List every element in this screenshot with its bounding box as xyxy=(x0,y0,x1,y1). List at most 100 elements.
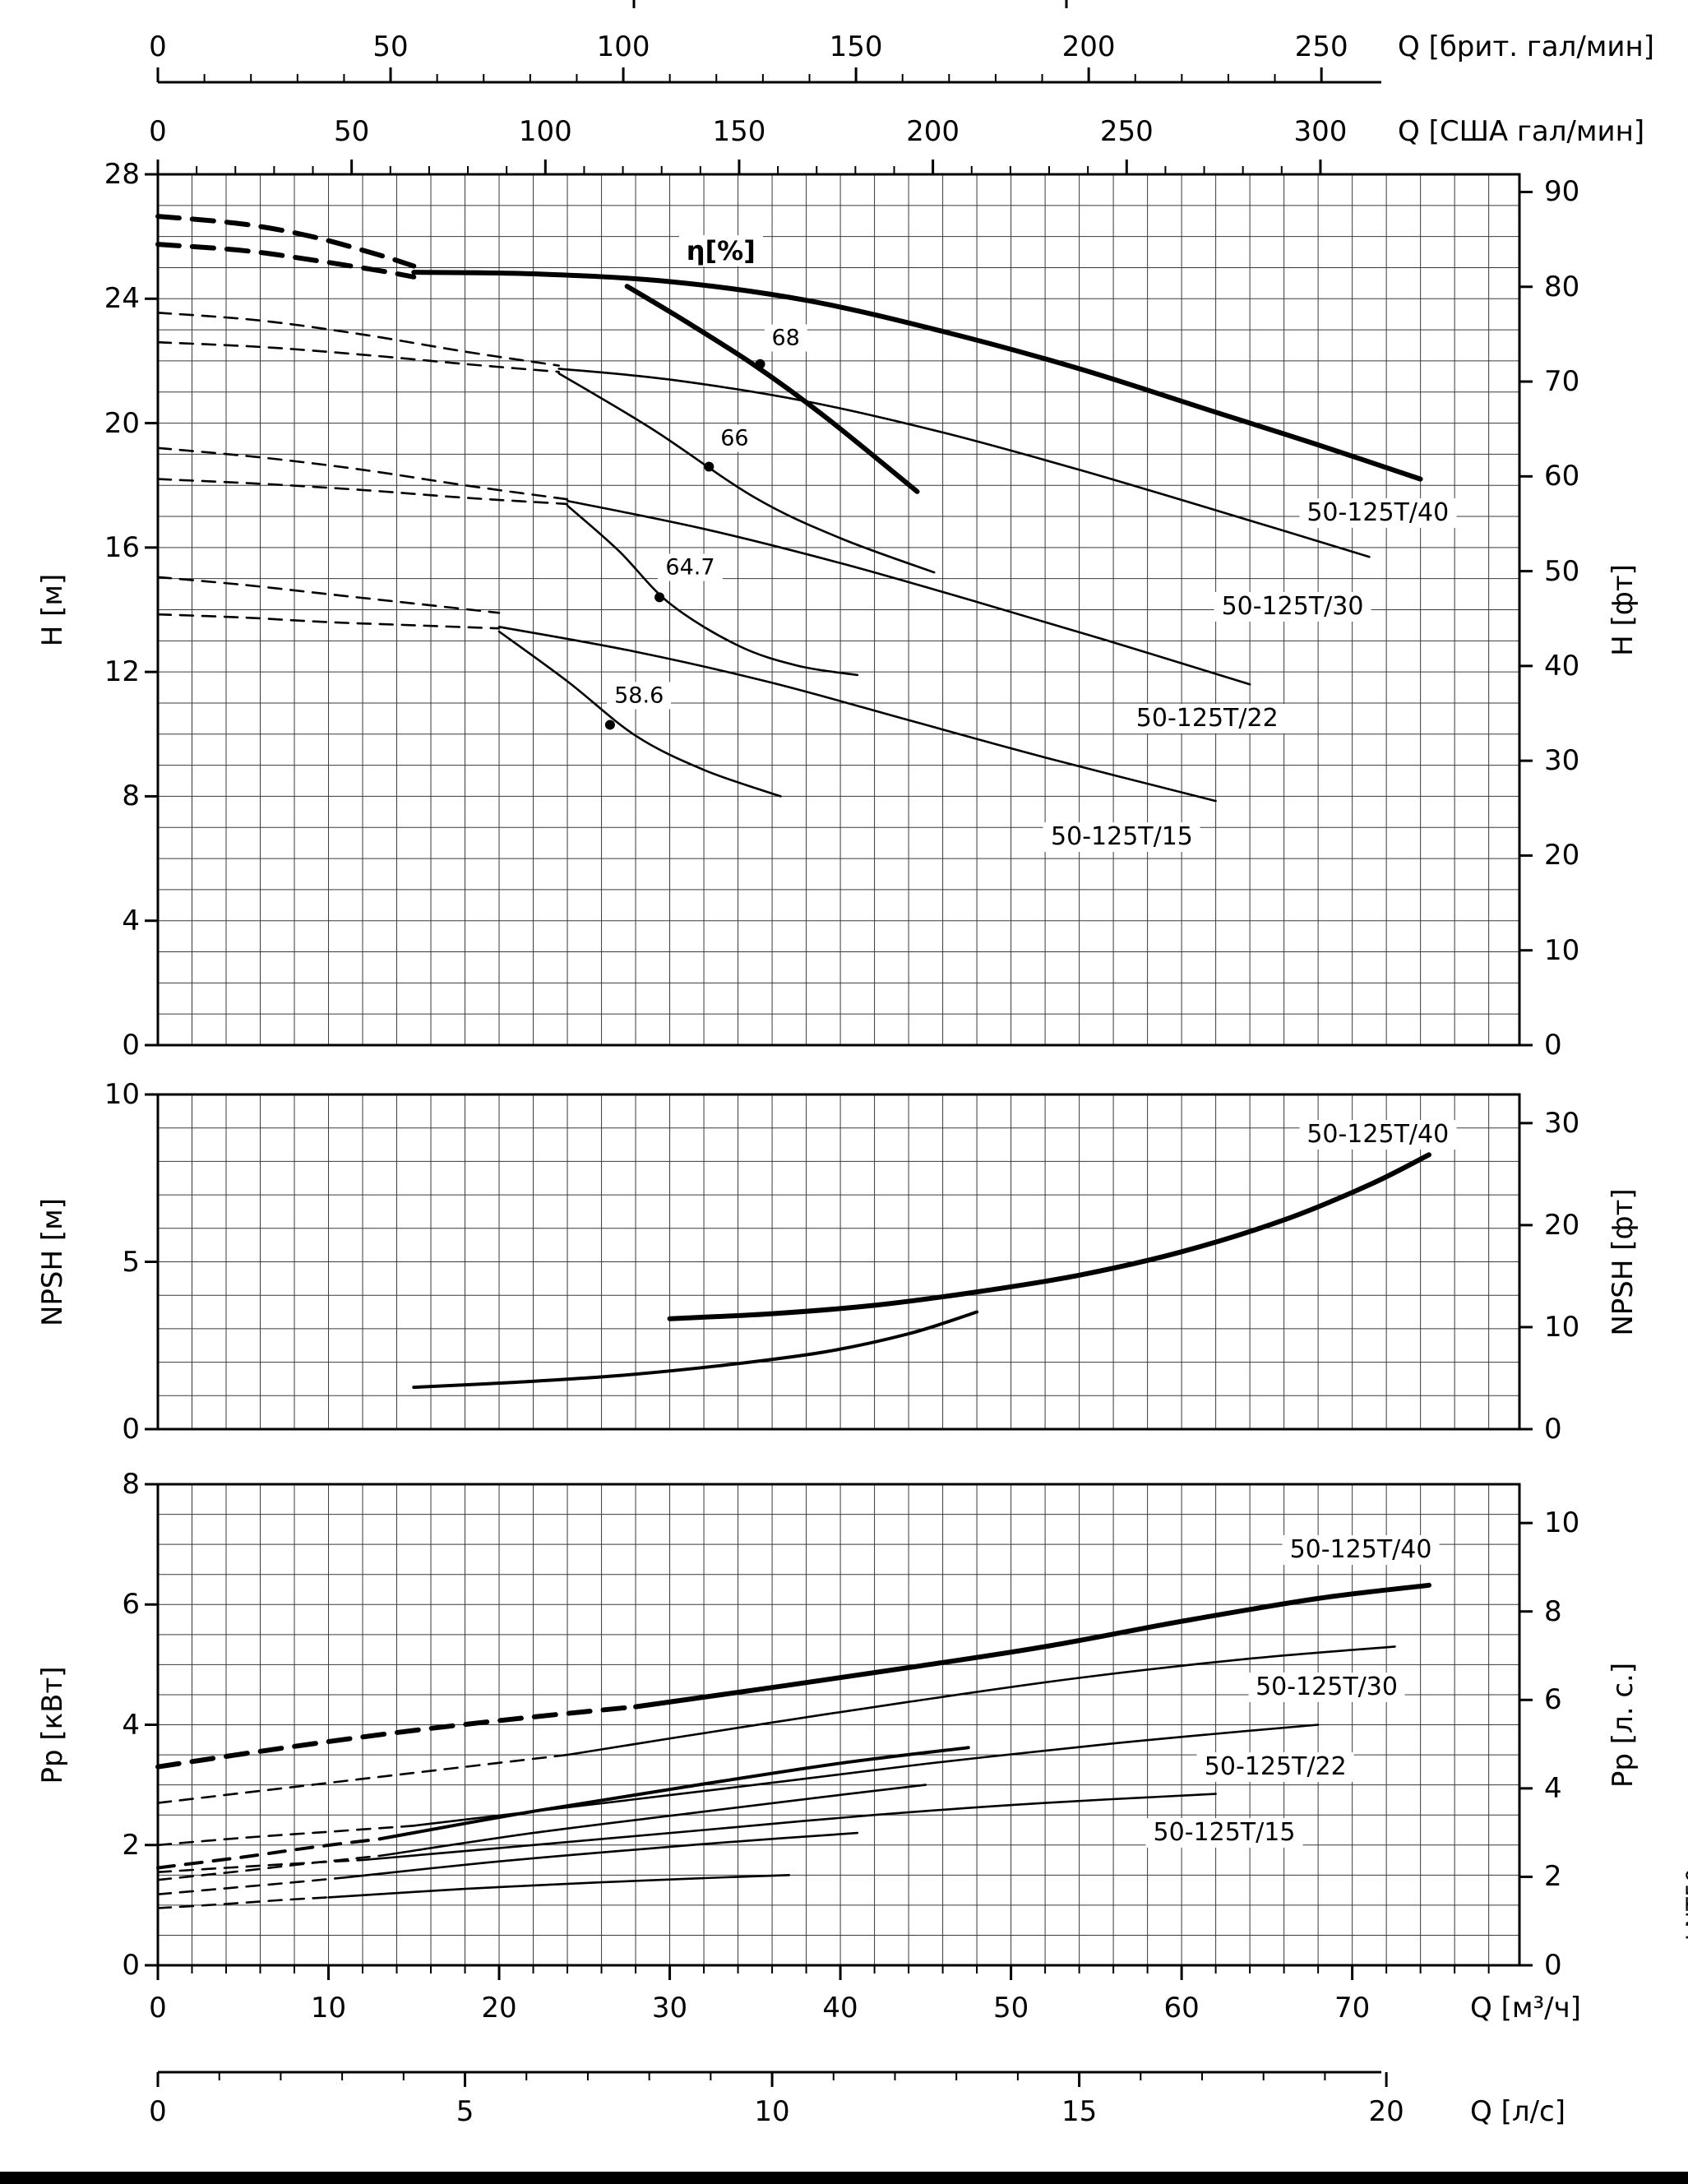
curve-50-125t/22-tolerance-lower xyxy=(156,478,569,506)
x-tick-label-ls: 5 xyxy=(456,2095,474,2128)
y-tick-label-left: 5 xyxy=(122,1245,140,1279)
x-tick-label-imp: 0 xyxy=(149,30,167,63)
y-tick-label-right: 90 xyxy=(1544,175,1580,209)
y-tick-label-right: 8 xyxy=(1544,1594,1562,1628)
y-tick-label-left: 16 xyxy=(104,530,140,564)
curve-50-125t/22 xyxy=(413,1724,1320,1827)
curve-50-125t/40 xyxy=(411,270,1423,482)
x-tick-label-us: 0 xyxy=(149,115,167,148)
y-tick-label-left: 20 xyxy=(104,406,140,440)
curve-50-125t/22-tolerance-upper xyxy=(156,447,569,501)
y-tick-label-left: 28 xyxy=(104,158,140,191)
curve-trim-c xyxy=(345,1831,859,1879)
x-tick-label-us: 100 xyxy=(518,115,572,148)
y-tick-label-right: 70 xyxy=(1544,365,1580,399)
y-tick-label-left: 8 xyxy=(122,1468,140,1501)
y-tick-label-left: 24 xyxy=(104,282,140,316)
x-tick-label-ls: 10 xyxy=(754,2095,790,2128)
y-tick-label-right: 80 xyxy=(1544,270,1580,303)
curve-label: 50-125T/15 xyxy=(1145,1818,1303,1849)
efficiency-point xyxy=(604,720,615,730)
y-tick-label-right: 10 xyxy=(1544,1310,1580,1344)
y-tick-label-right: 0 xyxy=(1544,1949,1562,1982)
x-tick-label-us: 50 xyxy=(334,115,370,148)
document-code: LNT50-125_2P50_C_CH xyxy=(1682,1859,1688,1941)
curve-50-125t/40 xyxy=(667,1152,1431,1321)
curve-50-125t/22 xyxy=(566,499,1251,686)
y-tick-label-right: 6 xyxy=(1544,1683,1562,1717)
y-tick-label-right: 20 xyxy=(1544,839,1580,872)
curve-trim-low-flow-d xyxy=(156,1896,330,1909)
y-tick-label-right: 60 xyxy=(1544,460,1580,493)
curve-trim-a xyxy=(377,1746,970,1841)
y-tick-label-left: 4 xyxy=(122,904,140,937)
curve-trim-d xyxy=(327,1874,791,1899)
x-tick-label-us: 250 xyxy=(1099,115,1154,148)
curve-label: 50-125T/30 xyxy=(1248,1673,1405,1703)
curve-50-125t/30 xyxy=(566,1645,1396,1756)
x-tick-label-m3h: 20 xyxy=(481,1992,517,2024)
y-tick-label-left: 8 xyxy=(122,780,140,813)
y-tick-label-right: 30 xyxy=(1544,1106,1580,1140)
x-axis-title-m3h: Q [м³/ч] xyxy=(1470,1992,1581,2024)
x-tick-label-us: 150 xyxy=(712,115,766,148)
y-tick-label-right: 10 xyxy=(1544,1506,1580,1540)
efficiency-value-label: 66 xyxy=(713,424,756,452)
x-tick-label-imp: 250 xyxy=(1294,30,1348,63)
curve-50-125t/15-tolerance-lower xyxy=(156,613,501,630)
curve-50-125t/30-tolerance-lower xyxy=(156,340,560,373)
curve-50-125t/22-low-flow xyxy=(156,1825,415,1847)
curve-label: 50-125T/40 xyxy=(1282,1535,1440,1566)
y-tick-label-left: 0 xyxy=(122,1029,140,1062)
y-tick-label-left: 12 xyxy=(104,655,140,689)
curve-50-125t/40-tolerance-upper xyxy=(155,214,417,269)
y-tick-label-left: 4 xyxy=(122,1708,140,1742)
x-tick-label-imp: 150 xyxy=(829,30,883,63)
y-tick-label-right: 50 xyxy=(1544,554,1580,588)
curve-50-125t/30-tolerance-upper xyxy=(156,312,560,367)
efficiency-value-label: 68 xyxy=(764,324,807,352)
curve-label: 50-125T/30 xyxy=(1214,591,1371,622)
x-tick-label-imp: 50 xyxy=(372,30,409,63)
y-axis-title-right-npsh: NPSH [фт] xyxy=(1607,1187,1639,1336)
y-axis-title-left-head: H [м] xyxy=(36,573,69,646)
curve-eta-68-branch xyxy=(624,284,920,494)
curve-50-125t/15-tolerance-upper xyxy=(156,576,501,614)
efficiency-point xyxy=(704,461,715,472)
curve-trim-low-flow-c xyxy=(156,1876,347,1895)
y-axis-title-left-npsh: NPSH [м] xyxy=(36,1197,69,1326)
x-tick-label-imp: 200 xyxy=(1061,30,1116,63)
x-tick-label-m3h: 50 xyxy=(992,1992,1029,2024)
curve-trim-low-flow-b xyxy=(156,1854,382,1881)
curve-label: 50-125T/40 xyxy=(1299,498,1457,529)
efficiency-value-label: 64.7 xyxy=(658,553,723,581)
y-tick-label-right: 20 xyxy=(1544,1208,1580,1242)
y-axis-title-right-power: Pp [л. с.] xyxy=(1607,1662,1639,1788)
x-tick-label-us: 200 xyxy=(906,115,960,148)
curve-trim-low-flow-a xyxy=(156,1837,382,1870)
curve-50-125t/15 xyxy=(361,1793,1217,1862)
curve-label: 50-125T/22 xyxy=(1196,1751,1354,1782)
curve-50-125t/40-tolerance-lower xyxy=(155,242,417,280)
curve-50-125t/40-low-flow xyxy=(155,1704,639,1770)
efficiency-point xyxy=(654,592,665,603)
y-tick-label-left: 2 xyxy=(122,1828,140,1862)
y-axis-title-left-power: Pp [кВт] xyxy=(36,1665,69,1784)
y-tick-label-right: 4 xyxy=(1544,1771,1562,1805)
y-tick-label-left: 10 xyxy=(104,1078,140,1111)
curve-50-125t/15-low-flow xyxy=(156,1858,364,1873)
curve-eta-66-branch xyxy=(557,372,936,574)
x-tick-label-m3h: 0 xyxy=(149,1992,167,2024)
y-axis-title-right-head: H [фт] xyxy=(1607,563,1639,656)
curve-label: 50-125T/15 xyxy=(1043,821,1200,852)
curve-eta-58.6-branch xyxy=(497,630,782,798)
efficiency-point xyxy=(755,359,765,369)
y-tick-label-right: 0 xyxy=(1544,1029,1562,1062)
y-tick-label-left: 0 xyxy=(122,1949,140,1982)
curve-50-125t/15 xyxy=(497,626,1217,803)
x-tick-label-ls: 20 xyxy=(1368,2095,1404,2128)
efficiency-axis-label: η[%] xyxy=(678,234,763,266)
curve-label: 50-125T/40 xyxy=(1299,1119,1457,1150)
efficiency-value-label: 58.6 xyxy=(607,682,672,709)
